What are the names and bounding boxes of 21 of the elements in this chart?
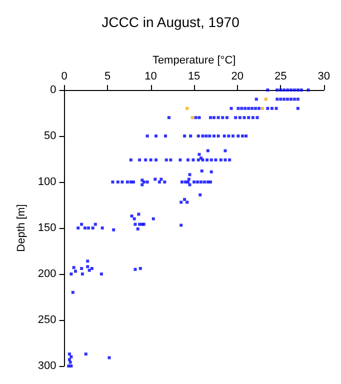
x-tick-label: 5 — [104, 70, 111, 82]
point — [186, 106, 189, 110]
y-tick-label: 300 — [38, 360, 56, 372]
x-axis-title: Temperature [°C] — [152, 54, 236, 67]
x-tick-label: 10 — [144, 70, 157, 82]
chart-title: JCCC in August, 1970 — [102, 14, 240, 30]
x-tick-label: 0 — [61, 70, 68, 82]
x-tick-label: 20 — [231, 70, 244, 82]
y-tick-label: 0 — [50, 84, 56, 96]
point — [260, 106, 264, 110]
point — [264, 98, 268, 101]
y-tick-label: 150 — [38, 222, 56, 234]
x-tick-label: 25 — [274, 70, 287, 82]
point — [190, 116, 194, 120]
y-axis-title: Depth [m] — [16, 204, 28, 252]
x-tick-label: 15 — [188, 70, 200, 82]
y-tick-label: 100 — [38, 176, 56, 188]
y-tick-label: 50 — [44, 130, 56, 142]
y-tick-label: 200 — [38, 268, 56, 280]
y-tick-label: 250 — [38, 314, 56, 326]
x-tick-label: 30 — [318, 70, 330, 82]
